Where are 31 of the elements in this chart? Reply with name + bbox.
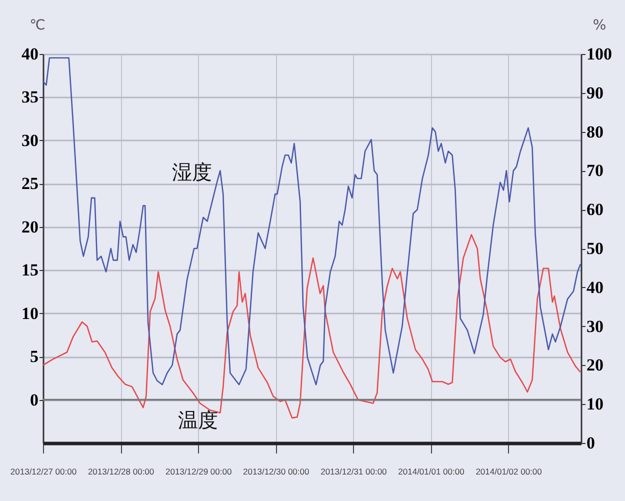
y2-tick-label: 0	[586, 434, 595, 452]
y2-tick-label: 20	[586, 356, 604, 375]
y2-tick-label: 90	[586, 83, 604, 102]
y-tick-label: 5	[30, 347, 38, 366]
y2-axis-title: %	[592, 18, 606, 34]
y2-tick-label: 50	[586, 239, 604, 258]
y-tick-label: 20	[22, 217, 38, 236]
y-tick-label: 15	[22, 260, 38, 280]
annotation: 湿度	[172, 160, 212, 184]
y-axis-title: ℃	[30, 18, 46, 34]
y-tick-label: 30	[22, 130, 38, 150]
y2-tick-label: 70	[586, 161, 604, 180]
x-tick-label: 2013/12/29 00:00	[166, 466, 232, 476]
x-tick-label: 2013/12/31 00:00	[320, 466, 388, 476]
y2-tick-label: 10	[586, 394, 604, 414]
y2-tick-label: 80	[586, 122, 604, 142]
y2-tick-label: 60	[586, 200, 604, 220]
x-tick-label: 2014/01/01 00:00	[398, 466, 465, 476]
y2-tick-label: 40	[586, 278, 604, 297]
x-tick-label: 2014/01/02 00:00	[476, 466, 542, 476]
y-tick-label: 25	[22, 174, 38, 194]
y-tick-label: 35	[22, 88, 38, 107]
x-tick-label: 2013/12/30 00:00	[243, 466, 310, 476]
y-tick-label: 40	[22, 44, 38, 64]
x-tick-label: 2013/12/27 00:00	[10, 466, 77, 476]
x-tick-label: 2013/12/28 00:00	[88, 466, 154, 476]
annotation: 温度	[178, 408, 218, 432]
y2-tick-label: 100	[586, 44, 612, 64]
y-tick-label: 10	[22, 304, 38, 323]
y2-tick-label: 30	[586, 316, 604, 336]
y-tick-label: 0	[30, 390, 38, 410]
